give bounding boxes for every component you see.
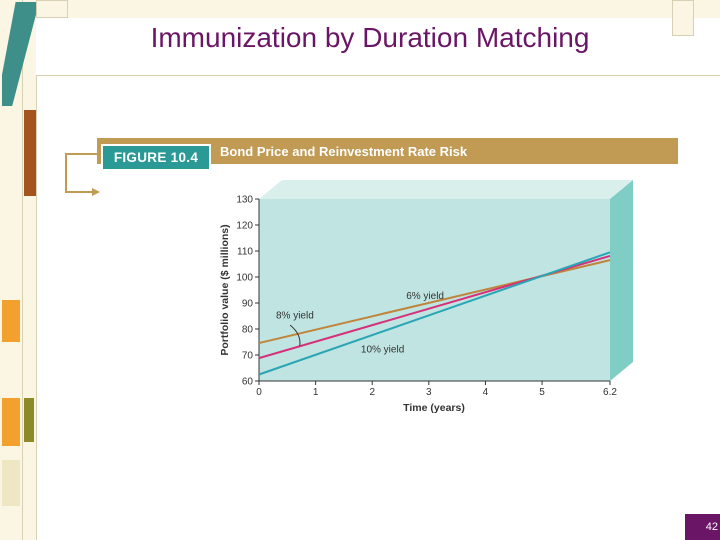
x-tick-label: 5 xyxy=(539,387,545,398)
x-tick-label: 6.2 xyxy=(603,387,617,398)
plot-front-face xyxy=(259,199,610,381)
plot-side-face xyxy=(610,180,633,381)
y-tick-label: 120 xyxy=(236,221,253,232)
y-tick-label: 60 xyxy=(242,377,254,388)
figure-arrowhead xyxy=(92,188,100,196)
frame-olive-block xyxy=(24,398,34,442)
plot-top-face xyxy=(259,180,633,199)
figure-arrow xyxy=(65,153,101,193)
x-tick-label: 4 xyxy=(483,387,489,398)
y-tick-label: 100 xyxy=(236,273,253,284)
frame-brown-block-1 xyxy=(24,110,36,196)
page-number: 42 xyxy=(685,514,720,540)
frame-line-v1 xyxy=(22,0,23,540)
figure-tag: FIGURE 10.4 xyxy=(101,144,211,171)
x-tick-label: 1 xyxy=(313,387,319,398)
x-tick-label: 3 xyxy=(426,387,432,398)
frame-line-h1 xyxy=(36,75,720,76)
x-tick-label: 2 xyxy=(369,387,375,398)
annotation-label: 10% yield xyxy=(361,344,404,355)
frame-top-block xyxy=(36,0,68,18)
frame-beige-block xyxy=(2,460,20,506)
y-tick-label: 130 xyxy=(236,195,253,206)
series-line-10-yield xyxy=(258,251,611,376)
y-tick-label: 110 xyxy=(237,247,253,258)
y-axis-label: Portfolio value ($ millions) xyxy=(219,224,231,355)
x-tick-label: 0 xyxy=(256,387,262,398)
x-axis-label: Time (years) xyxy=(403,402,465,414)
frame-orange-block-1 xyxy=(2,300,20,342)
annotation-pointer xyxy=(289,324,301,346)
y-tick-label: 90 xyxy=(242,299,254,310)
slide-title: Immunization by Duration Matching xyxy=(150,22,590,53)
annotation-label: 6% yield xyxy=(406,291,444,302)
frame-orange-block-2 xyxy=(2,398,20,446)
annotation-label: 8% yield xyxy=(276,311,314,322)
y-tick-label: 70 xyxy=(242,351,254,362)
figure-caption: Bond Price and Reinvestment Rate Risk xyxy=(220,144,468,159)
y-tick-label: 80 xyxy=(242,325,254,336)
frame-line-v2 xyxy=(36,75,37,540)
frame-top-band xyxy=(36,0,720,18)
frame-top-right-block xyxy=(672,0,694,36)
